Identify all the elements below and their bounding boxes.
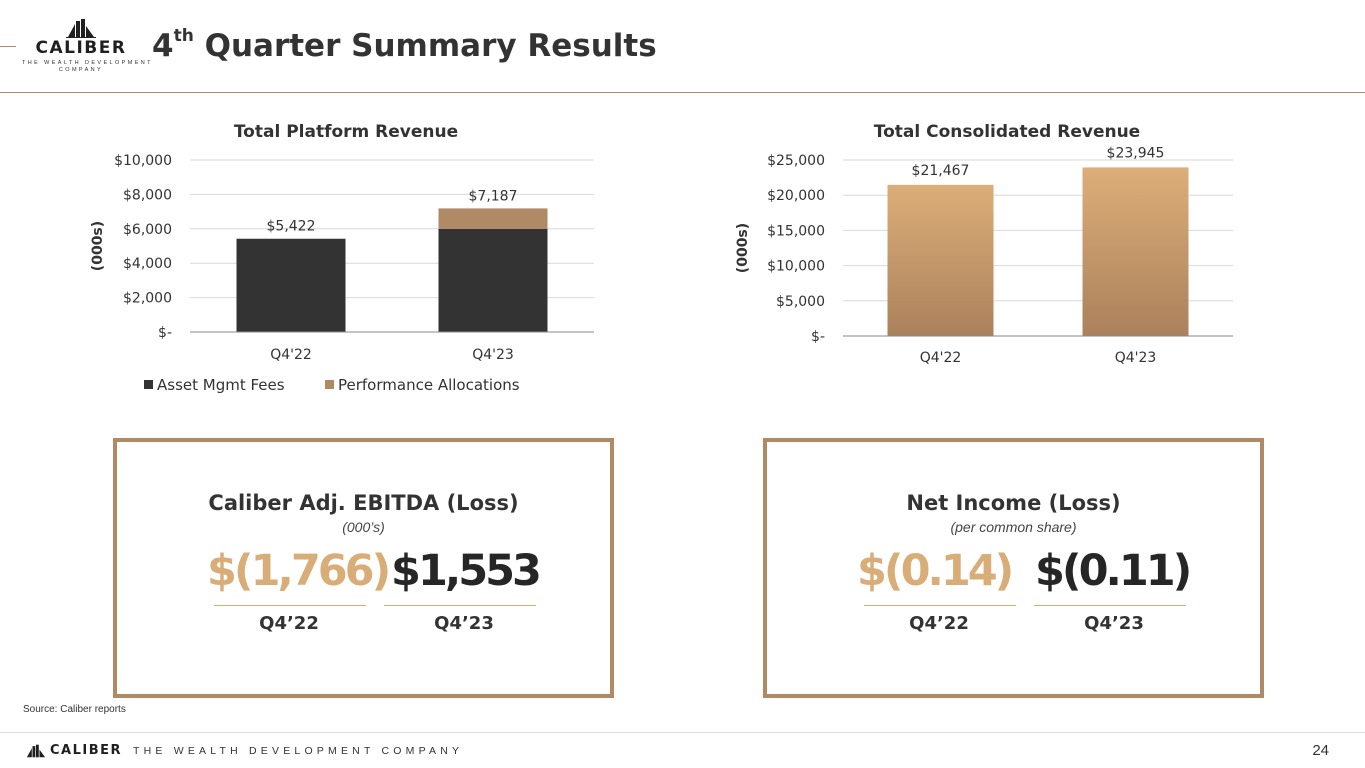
platform-legend-swatch-performance: [325, 380, 334, 389]
consolidated-revenue-chart: Total Consolidated Revenue $- $5,000 $10,00…: [680, 110, 1280, 390]
platform-y-tick-label: $6,000: [123, 222, 172, 238]
header-accent-line: [0, 46, 16, 47]
page-title: 4th Quarter Summary Results: [152, 26, 657, 64]
net-income-prior-rule: [864, 605, 1016, 606]
page-number: 24: [1312, 742, 1329, 759]
consolidated-bar-value-label: $21,467: [912, 163, 970, 179]
consolidated-y-tick-label: $10,000: [767, 259, 825, 275]
page-title-rest: Quarter Summary Results: [193, 28, 657, 64]
page-title-prefix: 4: [152, 28, 174, 64]
consolidated-y-tick-label: $20,000: [767, 188, 825, 204]
platform-x-tick-label: Q4'22: [270, 347, 312, 363]
footer-logo-icon: [26, 744, 46, 758]
platform-y-tick-label: $8,000: [123, 187, 172, 203]
ebitda-current-value: $1,553: [391, 546, 542, 596]
net-income-current-rule: [1034, 605, 1186, 606]
logo-wordmark: CALIBER: [35, 38, 127, 58]
consolidated-bar: [1082, 167, 1189, 336]
source-note: Source: Caliber reports: [23, 704, 126, 715]
consolidated-x-tick-label: Q4'23: [1115, 350, 1157, 366]
ebitda-prior-rule: [214, 605, 366, 606]
consolidated-x-tick-label: Q4'22: [920, 350, 962, 366]
platform-y-axis-title: (000s): [90, 221, 106, 271]
ebitda-current-period: Q4’23: [434, 613, 494, 634]
page-title-superscript: th: [173, 26, 194, 46]
platform-legend-swatch-asset-mgmt: [144, 380, 153, 389]
footer-rule: [0, 732, 1365, 733]
consolidated-y-axis-title: (000s): [735, 223, 751, 273]
header-rule: [0, 92, 1365, 93]
net-income-title: Net Income (Loss): [906, 491, 1121, 515]
consolidated-y-tick-label: $-: [811, 329, 825, 345]
ebitda-prior-value: $(1,766): [207, 546, 391, 596]
platform-x-tick-label: Q4'23: [472, 347, 514, 363]
platform-revenue-chart: Total Platform Revenue $- $2,000 $4,000 $6,0…: [0, 110, 640, 410]
consolidated-y-tick-label: $5,000: [776, 294, 825, 310]
ebitda-current-rule: [384, 605, 536, 606]
consolidated-revenue-chart-svg: Total Consolidated Revenue $- $5,000 $10,00…: [735, 122, 1233, 366]
net-income-prior-value: $(0.14): [857, 546, 1014, 596]
net-income-subtitle: (per common share): [950, 519, 1077, 535]
platform-bar-segment: [236, 238, 346, 332]
net-income-prior-period: Q4’22: [909, 613, 969, 634]
consolidated-y-tick-label: $15,000: [767, 223, 825, 239]
platform-revenue-chart-svg: Total Platform Revenue $- $2,000 $4,000 $6,0…: [90, 122, 594, 394]
platform-revenue-title: Total Platform Revenue: [234, 122, 458, 142]
platform-bar-total-label: $7,187: [469, 188, 518, 204]
net-income-current-value: $(0.11): [1035, 546, 1192, 596]
platform-bar-segment: [438, 208, 548, 229]
caliber-logo: CALIBER THE WEALTH DEVELOPMENT COMPANY: [22, 18, 153, 73]
logo-tagline-line1: THE WEALTH DEVELOPMENT: [22, 60, 153, 66]
caliber-logo-icon: [66, 19, 96, 38]
platform-y-tick-label: $-: [158, 325, 172, 341]
platform-y-tick-label: $2,000: [123, 291, 172, 307]
platform-bar-total-label: $5,422: [267, 219, 316, 235]
ebitda-card: Caliber Adj. EBITDA (Loss) (000’s) $(1,7…: [113, 438, 614, 698]
net-income-card: Net Income (Loss) (per common share) $(0…: [763, 438, 1264, 698]
consolidated-bar: [887, 184, 994, 336]
consolidated-revenue-title: Total Consolidated Revenue: [874, 122, 1140, 142]
consolidated-y-tick-label: $25,000: [767, 153, 825, 169]
platform-y-tick-label: $4,000: [123, 256, 172, 272]
footer-tagline: THE WEALTH DEVELOPMENT COMPANY: [133, 745, 464, 757]
net-income-current-period: Q4’23: [1084, 613, 1144, 634]
platform-bar-segment: [438, 228, 548, 332]
ebitda-prior-period: Q4’22: [259, 613, 319, 634]
logo-tagline-line2: COMPANY: [58, 67, 104, 73]
platform-y-tick-label: $10,000: [114, 153, 172, 169]
platform-legend-performance: Performance Allocations: [338, 376, 520, 394]
platform-legend-asset-mgmt: Asset Mgmt Fees: [157, 376, 285, 394]
ebitda-subtitle: (000’s): [342, 519, 385, 535]
footer-brand: CALIBER: [50, 743, 123, 758]
consolidated-bar-value-label: $23,945: [1107, 145, 1165, 161]
ebitda-title: Caliber Adj. EBITDA (Loss): [208, 491, 519, 515]
